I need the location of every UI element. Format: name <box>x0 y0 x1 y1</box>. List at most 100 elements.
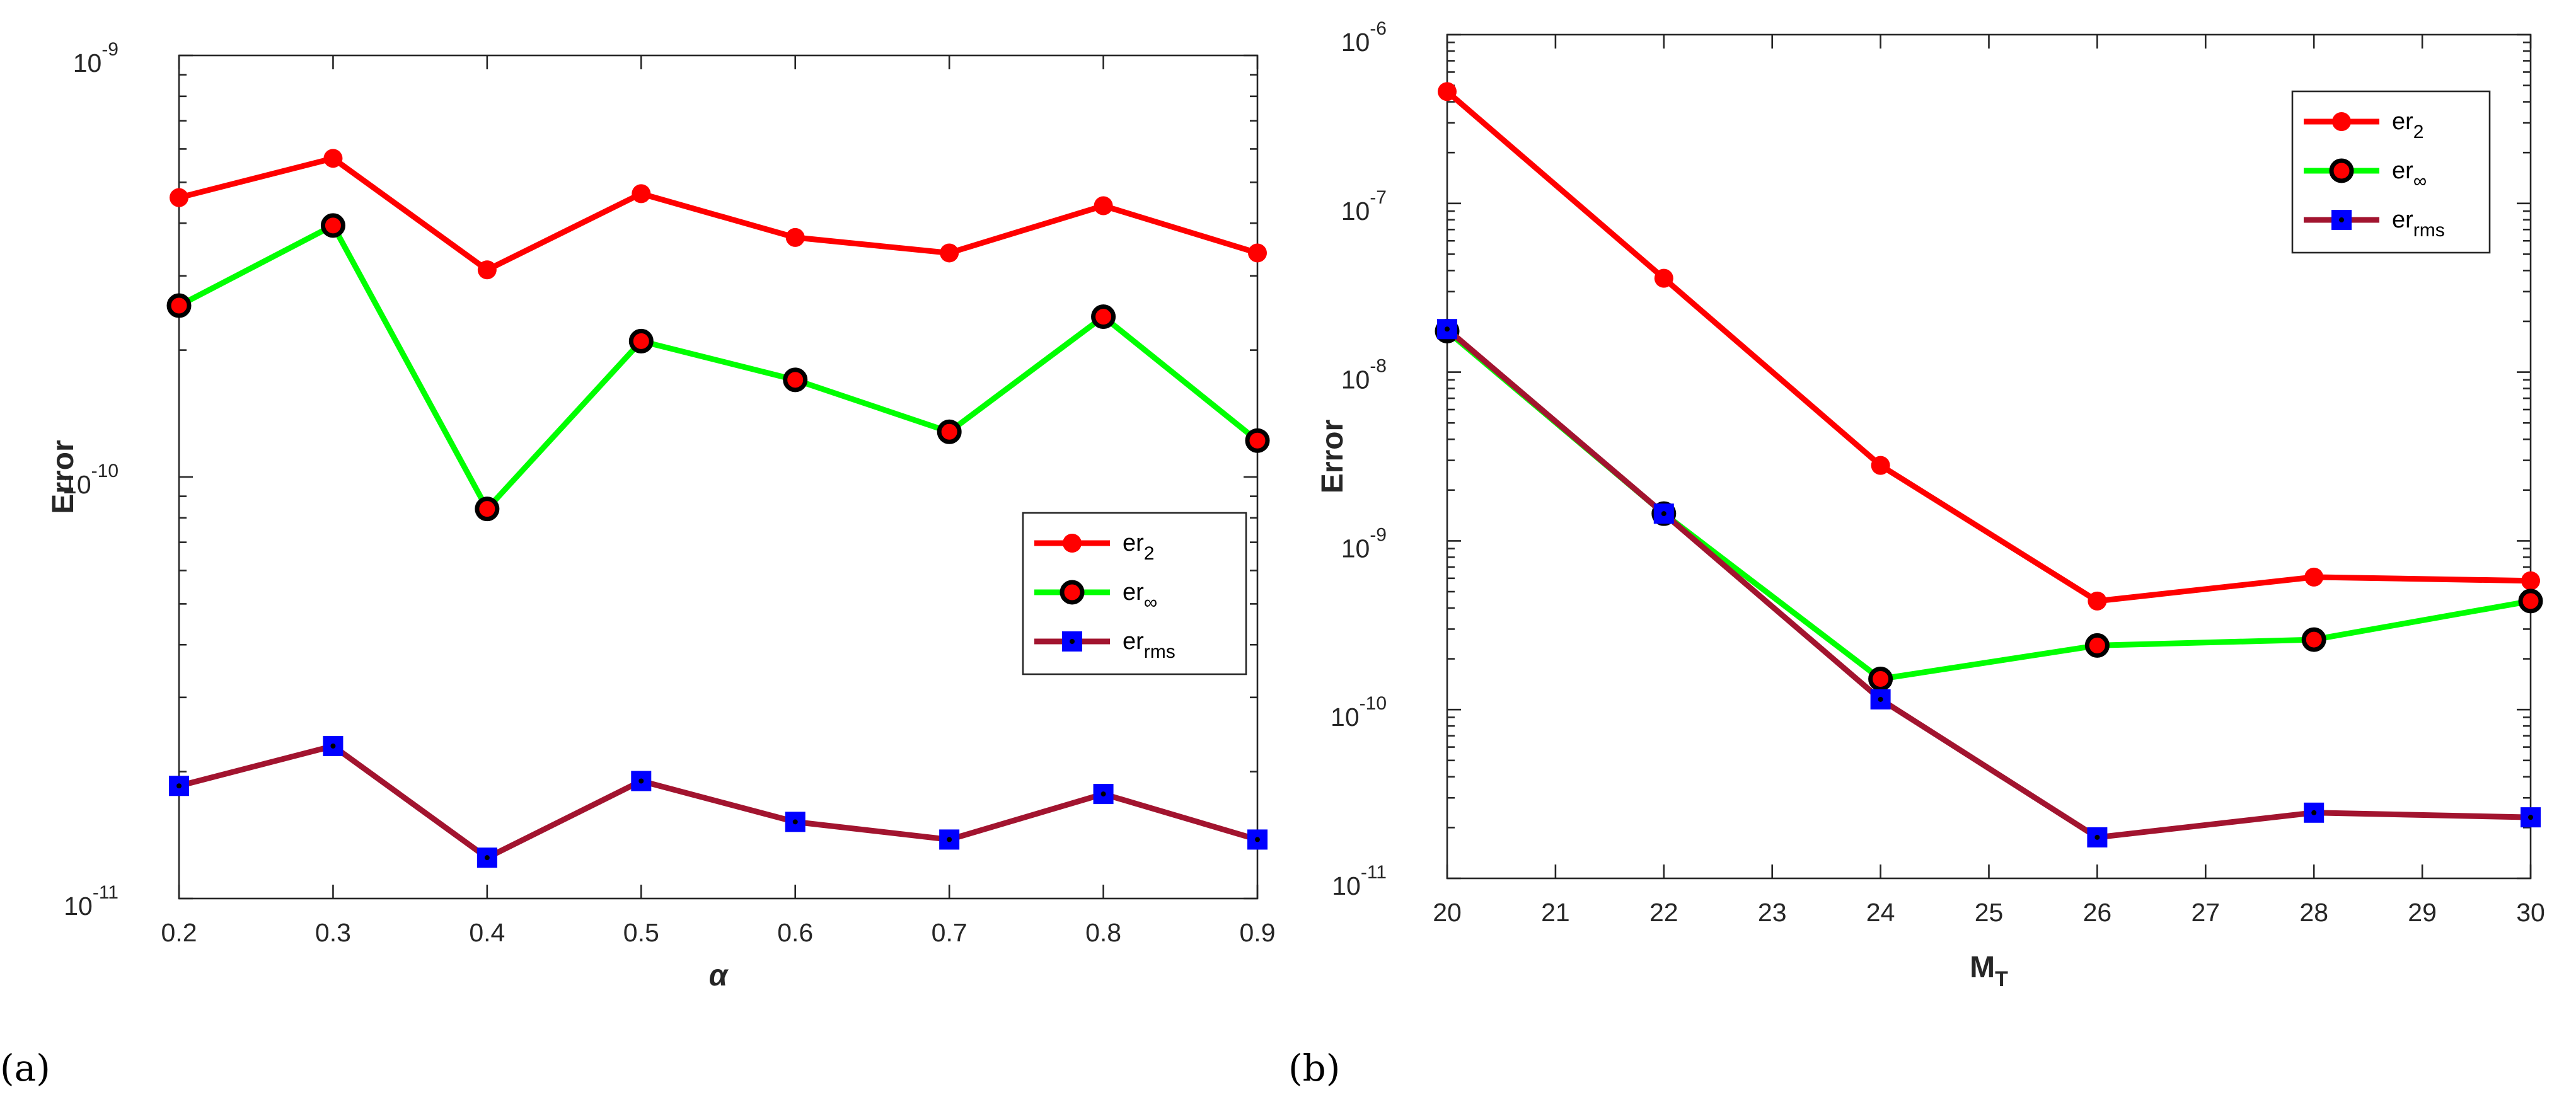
legend-label-sub: 2 <box>2413 122 2424 142</box>
data-point <box>2304 802 2325 823</box>
legend-marker <box>1060 580 1085 605</box>
data-point <box>2088 591 2107 611</box>
x-tick-label: 26 <box>2083 898 2112 927</box>
x-tick-label: 0.6 <box>777 918 813 947</box>
y-tick-label: 10-7 <box>1341 187 1387 226</box>
legend-label-name: er <box>2392 207 2413 233</box>
x-tick-label: 29 <box>2408 898 2437 927</box>
data-point-dot <box>2528 815 2533 820</box>
data-point-dot <box>638 778 644 784</box>
data-point <box>1245 428 1270 453</box>
legend-label-name: er <box>2392 108 2413 135</box>
x-tick-label: 0.5 <box>623 918 659 947</box>
series-er2 <box>1438 82 2540 611</box>
y-tick-label: 10-11 <box>1332 862 1387 900</box>
x-tick-label: 20 <box>1433 898 1462 927</box>
y-axis-label: Error <box>1316 420 1349 493</box>
data-point <box>2301 627 2326 652</box>
x-tick-label: 25 <box>1975 898 2004 927</box>
y-tick-base: 10 <box>1331 703 1360 732</box>
data-point <box>477 847 497 868</box>
y-tick-exponent: -6 <box>1370 18 1387 39</box>
data-point-dot <box>947 837 952 842</box>
series-line <box>1445 89 2531 604</box>
y-tick-label: 10-6 <box>1341 18 1387 57</box>
panel-label: (b) <box>1288 1047 1340 1089</box>
y-tick-base: 10 <box>73 49 102 78</box>
y-tick-base: 10 <box>1341 197 1370 226</box>
y-tick-label: 10-10 <box>62 461 118 499</box>
data-point-dot <box>176 783 182 789</box>
data-point <box>1653 503 1674 524</box>
x-axis-label-main: α <box>709 959 729 992</box>
y-tick-label: 10-10 <box>1331 693 1387 732</box>
x-axis-label: MT <box>1970 951 2008 991</box>
series-line <box>178 155 1259 273</box>
data-point <box>1868 667 1893 692</box>
x-tick-label: 0.7 <box>932 918 967 947</box>
legend-label: er2 <box>2392 108 2423 142</box>
legend-label-name: er <box>1123 628 1144 655</box>
x-tick-label: 21 <box>1541 898 1570 927</box>
series-line <box>1445 329 2531 682</box>
x-tick-label: 22 <box>1649 898 1678 927</box>
y-tick-exponent: -10 <box>91 461 118 481</box>
data-point <box>632 184 651 204</box>
data-point <box>1438 82 1457 101</box>
y-axis-label: Error <box>47 440 80 514</box>
series-errms <box>1437 319 2541 847</box>
data-point <box>475 497 500 522</box>
data-point-dot <box>1878 696 1883 702</box>
x-axis-label-sub: T <box>1995 967 2008 991</box>
series-erinf <box>1435 319 2543 692</box>
data-point <box>1091 304 1116 330</box>
legend-label: errms <box>1123 628 1175 662</box>
legend-marker <box>2329 158 2354 183</box>
data-point-dot <box>484 855 490 861</box>
y-tick-base: 10 <box>1332 871 1361 900</box>
legend-marker-dot <box>1070 639 1075 644</box>
data-point <box>2084 633 2110 658</box>
legend-label: er2 <box>1123 530 1154 564</box>
y-tick-exponent: -9 <box>101 39 118 60</box>
data-point-dot <box>1661 511 1666 517</box>
data-point <box>783 367 808 393</box>
y-tick-exponent: -11 <box>1361 862 1387 883</box>
x-tick-label: 23 <box>1758 898 1787 927</box>
legend-label-sub: ∞ <box>2413 171 2427 192</box>
legend-label-sub: ∞ <box>1144 592 1157 613</box>
data-point <box>785 227 805 247</box>
y-tick-base: 10 <box>1341 534 1370 563</box>
x-tick-label: 28 <box>2299 898 2328 927</box>
legend-label-sub: rms <box>2413 220 2445 241</box>
legend-label-name: er <box>2392 158 2413 184</box>
legend-label-name: er <box>1123 579 1144 606</box>
y-tick-exponent: -10 <box>1360 693 1387 714</box>
data-point-dot <box>792 819 798 825</box>
data-point <box>170 188 188 207</box>
y-tick-exponent: -7 <box>1370 187 1387 208</box>
series-line <box>177 222 1259 512</box>
x-tick-label: 0.4 <box>469 918 505 947</box>
y-tick-exponent: -8 <box>1370 356 1387 377</box>
legend-marker <box>1063 534 1082 553</box>
series-line <box>1445 326 2531 841</box>
data-point <box>323 149 343 168</box>
data-point <box>1094 196 1113 215</box>
x-tick-label: 0.2 <box>161 918 197 947</box>
y-tick-exponent: -9 <box>1370 524 1387 545</box>
legend-label-sub: 2 <box>1144 543 1155 564</box>
x-tick-label: 0.8 <box>1085 918 1121 947</box>
legend-label-sub: rms <box>1144 641 1175 662</box>
x-axis-label-main: M <box>1970 951 1995 984</box>
y-tick-base: 10 <box>1341 28 1370 57</box>
y-tick-label: 10-9 <box>1341 524 1387 563</box>
y-tick-label: 10-11 <box>64 882 118 921</box>
legend-marker-dot <box>2339 217 2344 222</box>
series-erinf <box>166 213 1270 522</box>
data-point <box>166 293 192 318</box>
